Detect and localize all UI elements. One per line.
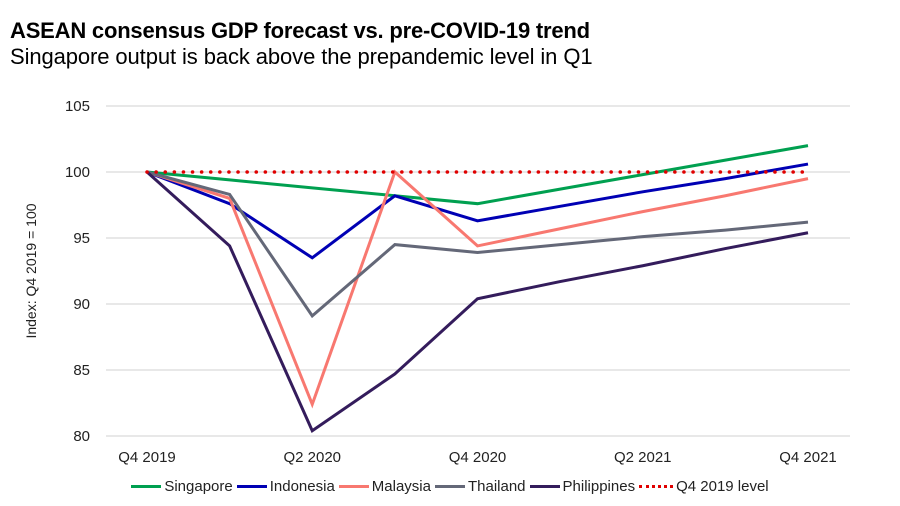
legend-item: Q4 2019 level (639, 478, 769, 495)
legend-item: Philippines (529, 478, 636, 495)
y-axis-ticks: 80 85 90 95 100 105 (65, 98, 90, 445)
legend-label: Thailand (467, 478, 526, 495)
x-tick-label: Q2 2021 (614, 449, 672, 466)
legend-swatch (639, 485, 674, 488)
x-tick-label: Q4 2020 (449, 449, 507, 466)
x-axis-ticks: Q4 2019 Q2 2020 Q4 2020 Q2 2021 Q4 2021 (118, 449, 837, 466)
legend-label: Singapore (164, 478, 233, 495)
y-tick-label: 90 (73, 296, 90, 313)
y-tick-label: 95 (73, 230, 90, 247)
legend-swatch (529, 485, 560, 488)
legend-swatch (434, 485, 465, 488)
legend-swatch (131, 485, 162, 488)
x-tick-label: Q4 2019 (118, 449, 176, 466)
legend-swatch (236, 485, 267, 488)
series-line-thailand (146, 170, 809, 319)
legend-label: Philippines (562, 478, 636, 495)
legend-item: Thailand (434, 478, 526, 495)
line-chart: 80 85 90 95 100 105 Q4 2019 Q2 2020 Q4 2020 Q2 2… (23, 98, 850, 466)
series-line-philippines (145, 170, 809, 433)
series-line-indonesia (146, 162, 809, 260)
series-line-malaysia (146, 169, 809, 409)
legend-swatch (338, 485, 369, 488)
legend-item: Malaysia (338, 478, 431, 495)
legend: Singapore Indonesia Malaysia Thailand Philip… (0, 478, 900, 495)
y-tick-label: 100 (65, 164, 90, 181)
y-tick-label: 105 (65, 98, 90, 115)
series-line-singapore (146, 144, 809, 206)
legend-item: Indonesia (236, 478, 335, 495)
y-tick-label: 80 (73, 428, 90, 445)
legend-label: Malaysia (371, 478, 431, 495)
x-tick-label: Q2 2020 (283, 449, 341, 466)
legend-item: Singapore (131, 478, 233, 495)
series-lines (145, 144, 810, 433)
x-tick-label: Q4 2021 (779, 449, 837, 466)
legend-label: Indonesia (269, 478, 335, 495)
y-axis-label: Index: Q4 2019 = 100 (23, 203, 39, 338)
chart-subtitle: Singapore output is back above the prepa… (10, 44, 593, 69)
legend-label: Q4 2019 level (676, 478, 769, 495)
chart-title: ASEAN consensus GDP forecast vs. pre-COV… (10, 18, 590, 43)
y-tick-label: 85 (73, 362, 90, 379)
gridlines (106, 105, 850, 437)
